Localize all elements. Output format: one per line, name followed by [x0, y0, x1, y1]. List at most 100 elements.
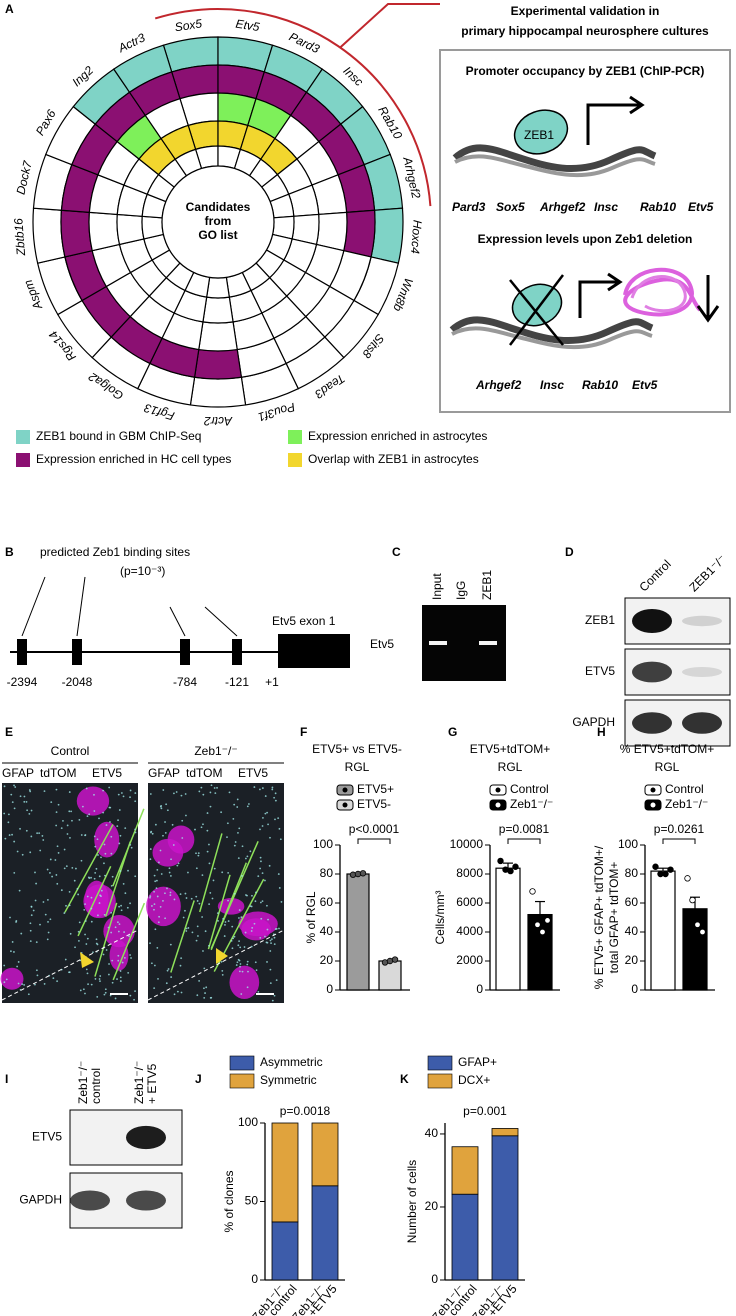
data-point	[534, 921, 541, 928]
nucleus-dot	[17, 982, 20, 985]
data-point	[359, 870, 367, 877]
nucleus-dot	[78, 940, 80, 942]
nucleus-dot	[129, 902, 131, 905]
nucleus-dot	[100, 856, 102, 859]
legend-swatch	[427, 1055, 453, 1071]
nucleus-dot	[213, 787, 216, 789]
nucleus-dot	[239, 963, 242, 965]
nucleus-dot	[82, 988, 85, 991]
nucleus-dot	[250, 945, 253, 948]
gene-label: Pard3	[452, 200, 486, 214]
nucleus-dot	[85, 787, 88, 790]
y-tick-label: 100	[313, 837, 333, 851]
nucleus-dot	[49, 858, 52, 861]
nucleus-dot	[261, 900, 264, 903]
nucleus-dot	[55, 811, 58, 814]
lane-label: IgG	[454, 581, 468, 600]
nucleus-dot	[55, 874, 58, 876]
nucleus-dot	[221, 973, 224, 976]
nucleus-dot	[102, 789, 105, 792]
nucleus-dot	[278, 887, 281, 889]
nucleus-dot	[7, 821, 10, 824]
nucleus-dot	[270, 942, 272, 945]
nucleus-dot	[273, 936, 276, 939]
significance-bracket	[357, 838, 391, 844]
lane-label: + ETV5	[145, 1063, 159, 1104]
p-value: p=0.0018	[280, 1104, 331, 1118]
nucleus-dot	[182, 916, 185, 919]
nucleus-dot	[257, 875, 260, 878]
nucleus-dot	[237, 944, 240, 947]
nucleus-dot	[63, 867, 66, 870]
nucleus-dot	[5, 978, 8, 981]
nucleus-dot	[27, 993, 30, 996]
nucleus-dot	[110, 852, 113, 855]
nucleus-dot	[87, 876, 90, 879]
nucleus-dot	[68, 904, 71, 907]
nucleus-dot	[241, 875, 243, 877]
nucleus-dot	[30, 835, 33, 838]
nucleus-dot	[277, 817, 280, 820]
nucleus-dot	[60, 889, 63, 892]
nucleus-dot	[134, 800, 137, 803]
nucleus-dot	[110, 884, 113, 887]
nucleus-dot	[103, 843, 106, 846]
row-label: ETV5	[32, 1130, 62, 1144]
legend-label: Expression enriched in astrocytes	[308, 429, 487, 443]
nucleus-dot	[253, 922, 256, 925]
y-tick-label: 10000	[450, 837, 484, 851]
nucleus-dot	[11, 801, 14, 803]
nucleus-dot	[149, 848, 152, 850]
nucleus-dot	[259, 867, 262, 870]
nucleus-dot	[253, 786, 256, 788]
nucleus-dot	[95, 867, 98, 870]
site-position: -121	[225, 675, 249, 689]
nucleus-dot	[120, 792, 123, 794]
gene-label: Actr2	[204, 414, 233, 428]
nucleus-dot	[103, 993, 106, 996]
nucleus-dot	[116, 978, 118, 980]
nucleus-dot	[156, 947, 159, 949]
nucleus-dot	[134, 792, 137, 794]
nucleus-dot	[95, 942, 98, 945]
condition-label: Control	[51, 744, 90, 758]
nucleus-dot	[227, 871, 230, 874]
nucleus-dot	[181, 819, 184, 822]
y-tick-label: 2000	[456, 953, 483, 967]
nucleus-dot	[119, 980, 122, 982]
nucleus-dot	[155, 879, 158, 882]
nucleus-dot	[43, 790, 46, 793]
y-tick-label: 20	[425, 1199, 439, 1213]
blot-band	[70, 1190, 110, 1211]
nucleus-dot	[153, 908, 155, 911]
wheel-segment	[198, 321, 238, 352]
nucleus-dot	[111, 959, 114, 962]
y-axis-label: % of clones	[222, 1170, 236, 1232]
legend-dot	[650, 802, 656, 808]
wheel-segment	[60, 209, 93, 258]
nucleus-dot	[149, 895, 152, 898]
gene-label: Insc	[340, 64, 366, 89]
nucleus-dot	[21, 983, 24, 986]
nucleus-dot	[126, 906, 129, 909]
nucleus-dot	[34, 983, 36, 986]
nucleus-dot	[129, 796, 131, 799]
nucleus-dot	[279, 838, 282, 841]
nucleus-dot	[73, 879, 76, 882]
nucleus-dot	[269, 950, 272, 952]
chart-title: % ETV5+tdTOM+	[620, 742, 714, 756]
nucleus-dot	[246, 986, 249, 989]
nucleus-dot	[123, 956, 126, 959]
panel-label: D	[565, 545, 574, 559]
nucleus-dot	[257, 990, 260, 993]
nucleus-dot	[235, 964, 238, 966]
nucleus-dot	[185, 927, 188, 930]
nucleus-dot	[260, 917, 263, 920]
nucleus-dot	[187, 871, 189, 874]
nucleus-dot	[3, 981, 6, 984]
nucleus-dot	[120, 909, 123, 912]
nucleus-dot	[134, 828, 137, 831]
nucleus-dot	[90, 920, 93, 923]
nucleus-dot	[94, 845, 97, 848]
nucleus-dot	[160, 873, 163, 875]
